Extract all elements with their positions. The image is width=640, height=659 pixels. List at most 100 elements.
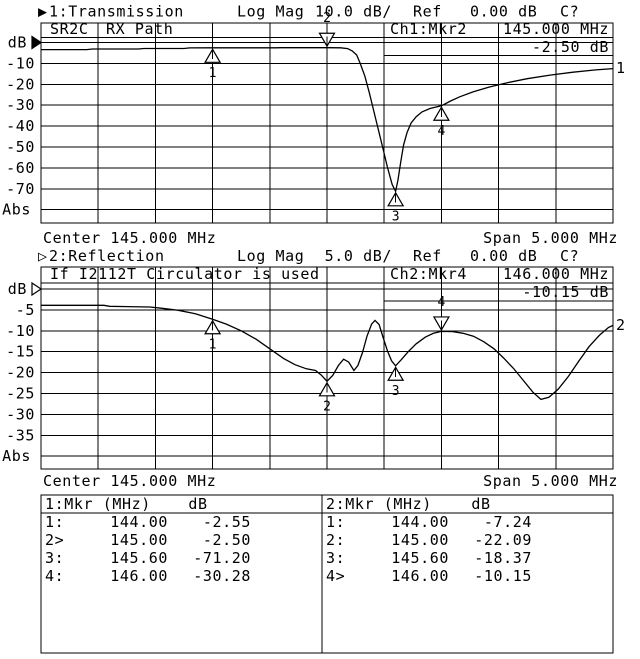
marker-row-freq: 145.60	[110, 549, 168, 567]
marker-4-active: 4	[432, 295, 450, 332]
channel1-center-label: Center 145.000 MHz	[43, 229, 216, 247]
trace2-number-label: 2	[616, 316, 626, 334]
channel1-marker-readout-freq: 145.000 MHz	[503, 20, 609, 38]
y-axis-label: -20	[6, 75, 35, 93]
marker-number: 3	[392, 384, 400, 399]
y-axis-label: -30	[6, 405, 35, 423]
marker-row-freq: 144.00	[110, 513, 168, 531]
y-axis-label: -40	[6, 117, 35, 135]
marker-number: 2	[323, 399, 331, 414]
marker-number: 4	[437, 295, 445, 310]
ref-level-arrow-open-icon	[31, 281, 43, 297]
y-axis-label: -30	[6, 96, 35, 114]
marker-row-label: 3:	[45, 549, 64, 567]
marker-row-db: -7.24	[484, 513, 532, 531]
marker-row-db: -71.20	[193, 549, 251, 567]
marker-row-db: -2.50	[203, 531, 251, 549]
y-axis-label: -10	[6, 54, 35, 72]
channel1-span-label: Span 5.000 MHz	[483, 229, 618, 247]
marker-row-label: 4>	[326, 567, 345, 585]
marker-row-label: 2>	[45, 531, 64, 549]
channel2-ref-label: Ref	[413, 247, 442, 265]
table-row: 1: 144.00 -7.24	[326, 513, 532, 531]
channel2-ref-value: 0.00 dB	[470, 247, 537, 265]
marker-row-label: 1:	[326, 513, 345, 531]
marker-row-db: -18.37	[474, 549, 532, 567]
marker-row-freq: 145.60	[391, 549, 449, 567]
marker-number: 1	[209, 66, 217, 81]
channel1-marker-readout-label: Ch1:Mkr2	[390, 20, 467, 38]
y-axis-label: -15	[6, 343, 35, 361]
y-axis-label: dB	[8, 280, 27, 298]
channel2-marker-readout-freq: 146.000 MHz	[503, 265, 609, 283]
y-axis-label: dB	[8, 34, 27, 52]
table-row: 2> 145.00 -2.50	[45, 531, 251, 549]
trace-1	[41, 47, 614, 194]
channel2-memo: If I2112T Circulator is used	[50, 265, 320, 283]
table-row: 4> 146.00 -10.15	[326, 567, 532, 585]
y-axis-label: Abs	[2, 447, 31, 465]
marker-row-freq: 145.00	[391, 531, 449, 549]
y-axis-label: -20	[6, 364, 35, 382]
marker-row-db: -10.15	[474, 567, 532, 585]
marker-number: 3	[392, 209, 400, 224]
marker-row-label: 1:	[45, 513, 64, 531]
channel2-format-label: Log Mag	[237, 247, 304, 265]
marker-number: 2	[323, 11, 331, 26]
table1-header-unit: dB	[188, 495, 207, 513]
marker-row-db: -2.55	[203, 513, 251, 531]
table-row: 3: 145.60 -18.37	[326, 549, 532, 567]
table2-header-unit: dB	[471, 495, 490, 513]
channel2-cal-status: C?	[560, 247, 579, 265]
marker-number: 1	[209, 337, 217, 352]
marker-2: 2	[318, 381, 336, 414]
y-axis-label: -10	[6, 322, 35, 340]
channel2-span-label: Span 5.000 MHz	[483, 472, 618, 490]
channel1-cal-status: C?	[560, 3, 579, 21]
channel1-format-label: Log Mag	[237, 3, 304, 21]
channel1-scale: 10.0 dB/	[315, 3, 392, 21]
marker-row-freq: 145.00	[110, 531, 168, 549]
table-row: 2: 145.00 -22.09	[326, 531, 531, 549]
transmission-chart: dB -10 -20 -30 -40 -50 -60 -70 Abs 1 2 3 4	[2, 11, 614, 224]
table-row: 1: 144.00 -2.55	[45, 513, 251, 531]
marker-number: 4	[437, 124, 445, 139]
marker-4: 4	[432, 106, 450, 139]
marker-row-freq: 146.00	[110, 567, 168, 585]
channel2-marker-readout-value: -10.15 dB	[522, 283, 609, 301]
marker-2-active: 2	[318, 11, 336, 48]
reflection-chart: dB -5 -10 -15 -20 -25 -30 -35 Abs 1 2 3 4	[2, 266, 614, 470]
ref-level-arrow-filled-icon	[31, 35, 43, 50]
y-axis-label: -25	[6, 385, 35, 403]
y-axis-label: Abs	[2, 201, 31, 219]
trace1-number-label: 1	[616, 59, 626, 77]
marker-3: 3	[387, 191, 405, 224]
y-axis-label: -5	[16, 301, 35, 319]
marker-row-freq: 146.00	[391, 567, 449, 585]
y-axis-label: -70	[6, 180, 35, 198]
marker-row-label: 2:	[326, 531, 345, 549]
y-axis-label: -35	[6, 426, 35, 444]
y-axis-label: -60	[6, 159, 35, 177]
table-row: 4: 146.00 -30.28	[45, 567, 251, 585]
trace-2	[41, 304, 614, 401]
channel2-center-label: Center 145.000 MHz	[43, 472, 216, 490]
table2-header: 2:Mkr (MHz)	[326, 495, 432, 513]
y-axis-label: -50	[6, 138, 35, 156]
channel1-title: 1:Transmission	[49, 3, 184, 21]
marker-3: 3	[387, 366, 405, 399]
channel1-memo-2: RX Path	[106, 20, 173, 38]
channel2-marker-readout-label: Ch2:Mkr4	[390, 265, 467, 283]
channel1-ref-value: 0.00 dB	[470, 3, 537, 21]
marker-row-label: 3:	[326, 549, 345, 567]
channel2-scale: 5.0 dB/	[325, 247, 392, 265]
marker-1: 1	[204, 319, 222, 352]
channel1-marker-readout-value: -2.50 dB	[532, 38, 609, 56]
channel1-ref-label: Ref	[413, 3, 442, 21]
marker-row-db: -30.28	[193, 567, 251, 585]
marker-table: 1: 144.00 -2.55 2> 145.00 -2.50 3: 145.60 -71.20…	[40, 494, 614, 654]
table-row: 3: 145.60 -71.20	[45, 549, 251, 567]
channel1-memo-1: SR2C	[50, 20, 89, 38]
